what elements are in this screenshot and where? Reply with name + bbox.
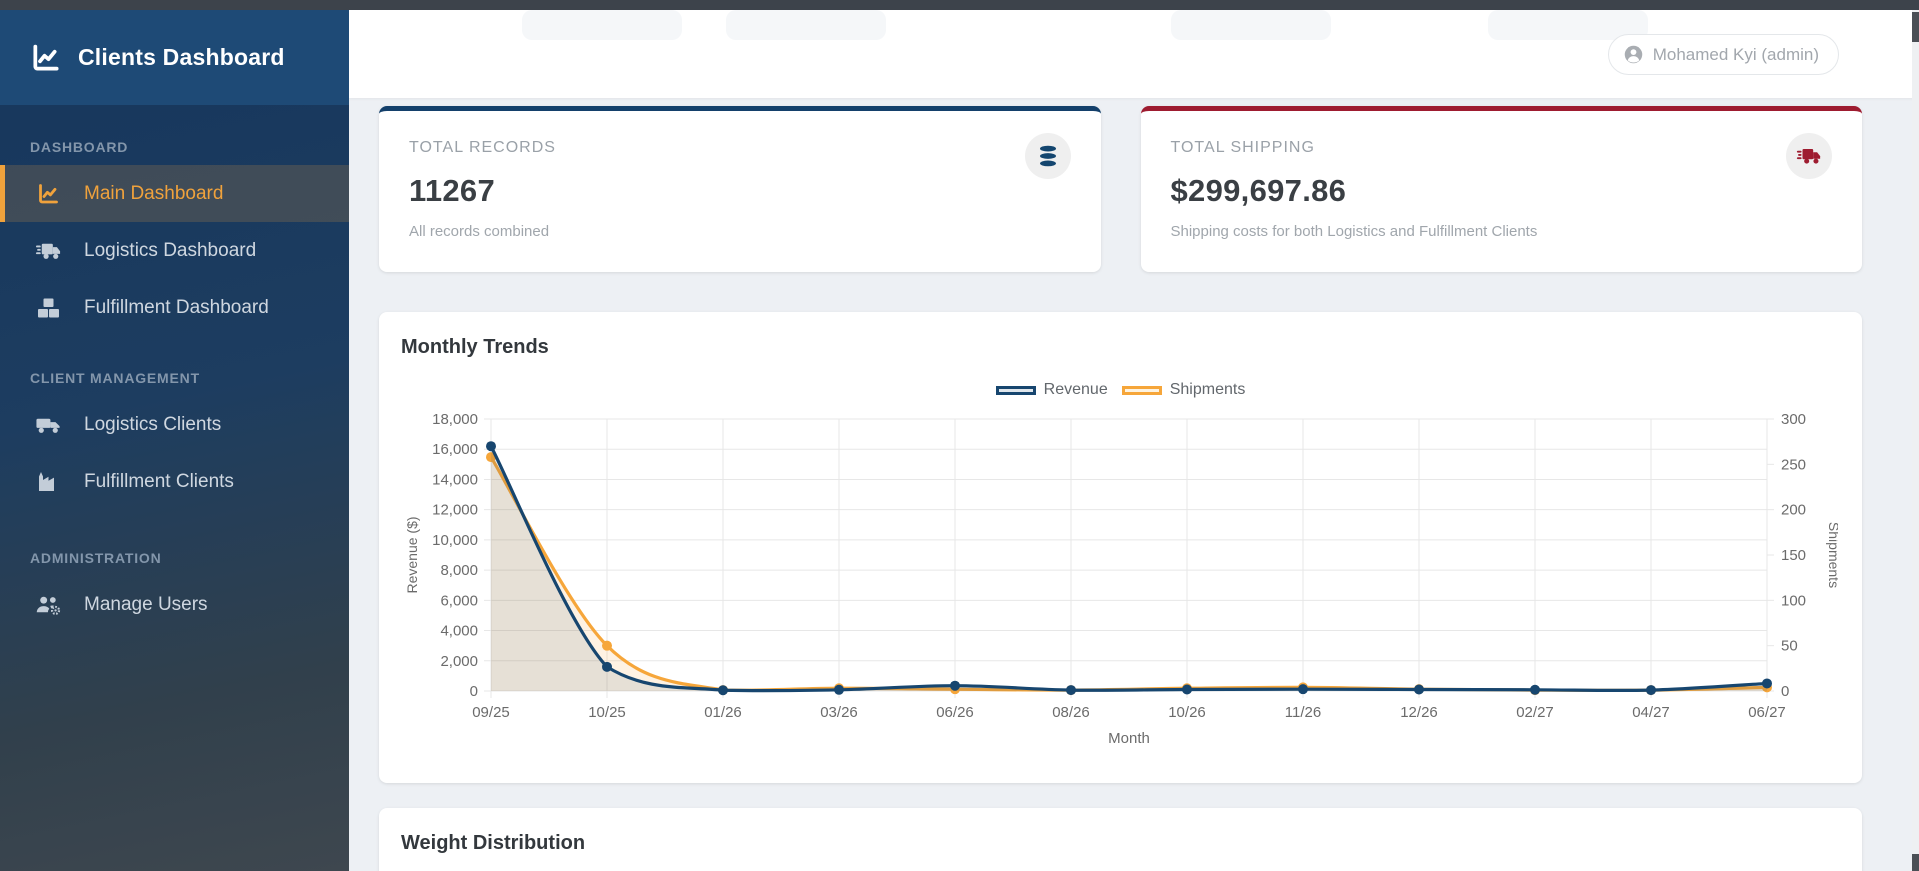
chart-line-icon	[30, 42, 62, 74]
svg-text:100: 100	[1781, 592, 1806, 609]
svg-text:18,000: 18,000	[432, 411, 478, 428]
sidebar-header: Clients Dashboard	[0, 10, 349, 105]
svg-text:11/26: 11/26	[1285, 704, 1321, 721]
sidebar-item-manage-users[interactable]: Manage Users	[0, 576, 349, 633]
svg-text:12,000: 12,000	[432, 502, 478, 519]
sidebar-item-fulfillment-clients[interactable]: Fulfillment Clients	[0, 453, 349, 510]
legend-label: Shipments	[1169, 381, 1246, 398]
truck-fast-icon	[35, 239, 62, 263]
sidebar-item-logistics-clients[interactable]: Logistics Clients	[0, 396, 349, 453]
svg-text:300: 300	[1781, 411, 1806, 428]
sidebar-item-label: Logistics Dashboard	[84, 239, 257, 261]
legend-swatch-revenue	[995, 385, 1036, 395]
content: TOTAL RECORDS 11267 All records combined…	[349, 98, 1919, 871]
svg-text:50: 50	[1781, 638, 1798, 655]
sidebar-item-label: Manage Users	[84, 593, 208, 615]
svg-text:06/27: 06/27	[1748, 704, 1786, 721]
sidebar-item-label: Main Dashboard	[84, 182, 224, 204]
chart-line-icon	[35, 182, 62, 206]
chart-legend: Revenue Shipments	[401, 381, 1840, 399]
stat-subtitle: Shipping costs for both Logistics and Fu…	[1170, 223, 1538, 240]
sidebar-item-main-dashboard[interactable]: Main Dashboard	[0, 165, 349, 222]
stat-value: 11267	[409, 173, 495, 208]
stat-label: TOTAL RECORDS	[409, 139, 556, 156]
svg-text:Month: Month	[1108, 730, 1150, 747]
legend-item-revenue[interactable]: Revenue	[995, 381, 1108, 399]
nav-section-dashboard: DASHBOARD	[30, 139, 129, 155]
svg-text:4,000: 4,000	[440, 623, 478, 640]
stat-card-total-records: TOTAL RECORDS 11267 All records combined	[379, 106, 1101, 272]
app-title: Clients Dashboard	[78, 44, 285, 70]
scrolled-card-remnant	[522, 10, 682, 40]
svg-text:01/26: 01/26	[704, 704, 742, 721]
svg-text:04/27: 04/27	[1632, 704, 1670, 721]
svg-text:6,000: 6,000	[440, 592, 478, 609]
stat-card-total-shipping: TOTAL SHIPPING $299,697.86 Shipping cost…	[1140, 106, 1862, 272]
svg-text:200: 200	[1781, 502, 1806, 519]
stat-value: $299,697.86	[1170, 173, 1347, 208]
sidebar-nav: DASHBOARD Main Dashboard Logistics Dashb…	[0, 139, 349, 633]
main-area: Mohamed Kyi (admin) TOTAL RECORDS 11267 …	[349, 10, 1919, 871]
svg-text:250: 250	[1781, 456, 1806, 473]
monthly-trends-chart: 0 2,000 4,000 6,000 8,000 10,000 12,000 14,000 1…	[404, 411, 1838, 747]
chart-title: Monthly Trends	[401, 336, 549, 358]
users-gear-icon	[35, 593, 62, 617]
svg-text:16,000: 16,000	[432, 441, 478, 458]
sidebar-item-fulfillment-dashboard[interactable]: Fulfillment Dashboard	[0, 279, 349, 336]
svg-text:150: 150	[1781, 547, 1806, 564]
svg-text:09/25: 09/25	[472, 704, 510, 721]
truck-icon	[35, 413, 62, 437]
svg-text:0: 0	[1781, 683, 1789, 700]
user-badge[interactable]: Mohamed Kyi (admin)	[1607, 34, 1839, 75]
database-icon	[1035, 144, 1061, 168]
svg-text:0: 0	[470, 683, 478, 700]
stat-subtitle: All records combined	[409, 223, 550, 240]
sidebar-item-label: Fulfillment Clients	[84, 470, 234, 492]
sidebar-item-logistics-dashboard[interactable]: Logistics Dashboard	[0, 222, 349, 279]
svg-text:10/26: 10/26	[1168, 704, 1206, 721]
scrolled-card-remnant	[1171, 10, 1331, 40]
nav-section-administration: ADMINISTRATION	[30, 550, 162, 566]
scrollbar[interactable]	[1912, 10, 1919, 871]
user-circle-icon	[1623, 44, 1644, 65]
sidebar-item-label: Logistics Clients	[84, 413, 222, 435]
topbar: Mohamed Kyi (admin)	[349, 10, 1919, 98]
legend-label: Revenue	[1043, 381, 1108, 398]
svg-text:02/27: 02/27	[1516, 704, 1554, 721]
chart-title: Weight Distribution	[401, 832, 586, 854]
weight-distribution-card: Weight Distribution	[379, 808, 1862, 871]
svg-text:03/26: 03/26	[820, 704, 858, 721]
svg-text:2,000: 2,000	[440, 653, 478, 670]
stat-icon-circle	[1786, 133, 1832, 179]
scrollbar-down-button[interactable]	[1912, 854, 1919, 871]
svg-text:10/25: 10/25	[588, 704, 626, 721]
svg-text:Shipments: Shipments	[1826, 522, 1838, 588]
svg-text:12/26: 12/26	[1400, 704, 1438, 721]
svg-text:10,000: 10,000	[432, 532, 478, 549]
scrolled-card-remnant	[726, 10, 886, 40]
sidebar-item-label: Fulfillment Dashboard	[84, 296, 269, 318]
legend-item-shipments[interactable]: Shipments	[1121, 381, 1246, 399]
svg-text:8,000: 8,000	[440, 562, 478, 579]
sidebar: Clients Dashboard DASHBOARD Main Dashboa…	[0, 10, 349, 871]
svg-text:14,000: 14,000	[432, 471, 478, 488]
stats-row: TOTAL RECORDS 11267 All records combined…	[379, 106, 1862, 272]
factory-icon	[35, 470, 62, 494]
stat-icon-circle	[1024, 133, 1071, 179]
nav-section-client-management: CLIENT MANAGEMENT	[30, 370, 200, 386]
truck-fast-icon	[1796, 144, 1822, 168]
stat-label: TOTAL SHIPPING	[1170, 139, 1315, 156]
browser-top-strip	[0, 0, 1919, 10]
legend-swatch-shipments	[1121, 385, 1162, 395]
user-name: Mohamed Kyi (admin)	[1652, 44, 1819, 64]
boxes-icon	[35, 296, 62, 320]
svg-text:06/26: 06/26	[936, 704, 974, 721]
scrollbar-thumb[interactable]	[1912, 12, 1919, 42]
svg-text:08/26: 08/26	[1052, 704, 1090, 721]
monthly-trends-card: Monthly Trends Revenue Shipments 0 2,000 4…	[379, 312, 1862, 783]
svg-text:Revenue ($): Revenue ($)	[404, 516, 420, 593]
